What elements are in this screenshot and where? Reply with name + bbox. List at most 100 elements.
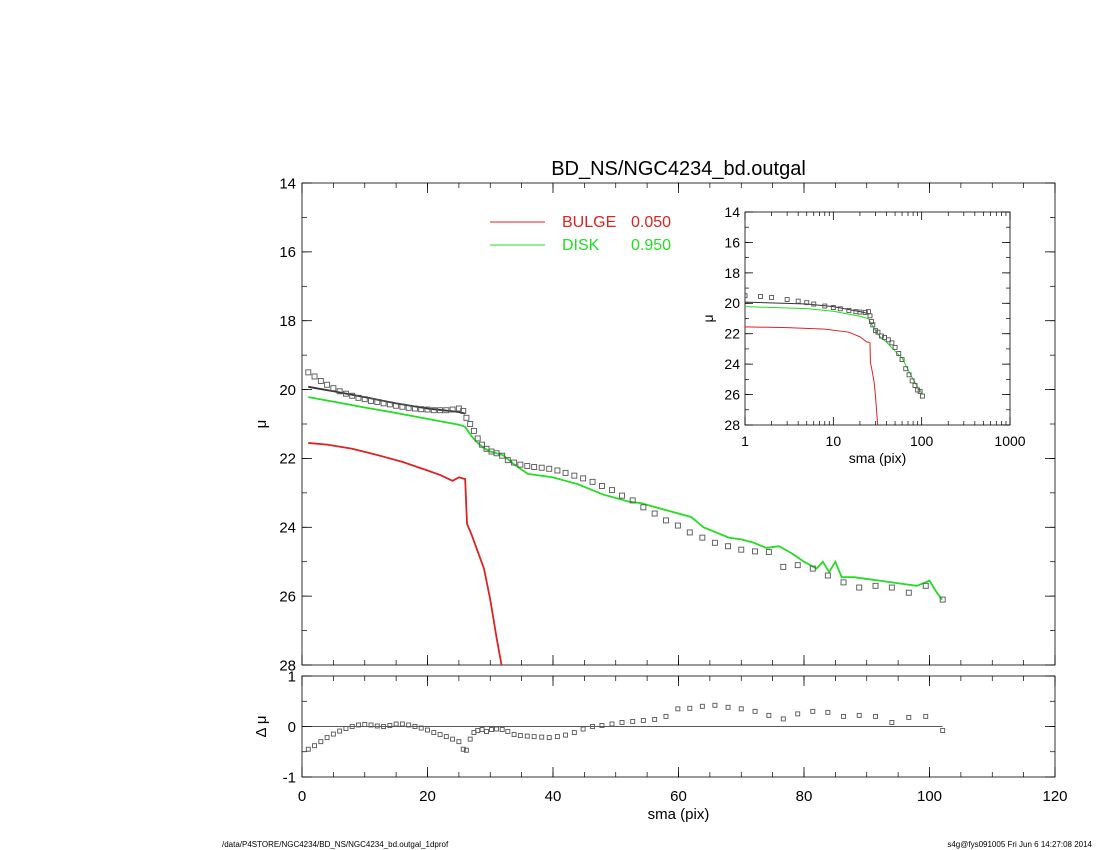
- main-title: BD_NS/NGC4234_bd.outgal: [551, 158, 806, 180]
- main-disk-line: [308, 396, 943, 601]
- main-point: [386, 401, 393, 408]
- residual-point: [712, 702, 718, 708]
- inset-point: [917, 389, 923, 394]
- main-point: [780, 563, 787, 570]
- main-point: [524, 463, 531, 469]
- main-point: [430, 407, 437, 414]
- residual-point: [305, 746, 311, 752]
- footer-path: /data/P4STORE/NGC4234/BD_NS/NGC4234_bd.o…: [222, 840, 449, 849]
- residual-point: [330, 731, 336, 737]
- residual-point: [381, 724, 387, 729]
- residual-point: [484, 729, 489, 734]
- main-point: [460, 407, 467, 414]
- main-point: [752, 548, 759, 555]
- residual-point: [630, 719, 636, 724]
- inset-frame: [744, 211, 1011, 426]
- residual-point: [467, 736, 473, 742]
- main-point: [470, 427, 477, 434]
- main-bulge-line: [308, 442, 503, 665]
- main-point: [589, 478, 596, 485]
- main-point: [405, 404, 412, 411]
- residual-ytick-label: -1: [283, 769, 296, 786]
- main-point: [640, 504, 647, 511]
- residual-point: [479, 727, 485, 732]
- inset-xtick-label: 1: [741, 433, 749, 449]
- main-point: [412, 405, 418, 412]
- inset-xtick-label: 10: [826, 433, 842, 449]
- inset-ytick-label: 18: [724, 265, 740, 281]
- main-point: [629, 497, 636, 504]
- inset-point: [903, 366, 909, 372]
- main-point: [856, 584, 863, 591]
- residual-point: [505, 729, 511, 734]
- residual-point: [362, 722, 368, 727]
- inset-point: [862, 309, 868, 315]
- inset-point: [784, 297, 790, 302]
- main-point: [517, 461, 524, 468]
- inset-point: [870, 322, 876, 328]
- residual-point: [312, 743, 317, 749]
- legend-bulge-value: 0.050: [631, 214, 671, 231]
- main-point: [305, 369, 312, 376]
- main-point: [493, 450, 500, 457]
- main-ytick-label: 26: [279, 588, 296, 605]
- inset-point: [906, 372, 912, 378]
- residual-point: [889, 720, 895, 725]
- residual-point: [318, 739, 324, 745]
- main-ylabel: μ: [253, 420, 270, 429]
- main-point: [711, 539, 718, 546]
- main-point: [317, 378, 324, 384]
- main-point: [888, 584, 895, 591]
- main-ytick-label: 18: [279, 313, 296, 330]
- residual-point: [356, 722, 361, 728]
- main-point: [905, 589, 912, 596]
- main-point: [651, 510, 658, 517]
- residual-point: [599, 723, 605, 728]
- residual-point: [511, 732, 517, 738]
- residual-point: [368, 722, 374, 728]
- main-point: [443, 407, 450, 414]
- main-point: [380, 400, 387, 407]
- residual-point: [425, 727, 430, 733]
- inset-ytick-label: 22: [724, 326, 740, 342]
- residual-xtick-label: 100: [917, 788, 942, 805]
- residual-point: [437, 732, 443, 738]
- residual-point: [795, 711, 801, 717]
- residual-point: [494, 726, 499, 732]
- residual-point: [450, 736, 456, 742]
- footer-stamp: s4g@fys091005 Fri Jun 6 14:27:08 2014: [947, 840, 1092, 849]
- main-frame: [301, 182, 1056, 666]
- main-point: [355, 394, 362, 401]
- residual-point: [856, 712, 862, 718]
- main-point: [324, 381, 331, 388]
- inset-ytick-label: 16: [724, 234, 740, 250]
- main-point: [725, 543, 732, 550]
- inset-ytick-label: 24: [724, 356, 740, 372]
- residual-point: [456, 739, 462, 745]
- residual-point: [463, 747, 469, 753]
- main-point: [809, 565, 816, 572]
- main-point: [699, 534, 706, 541]
- main-point: [374, 399, 381, 405]
- inset-point: [830, 305, 836, 310]
- main-point: [619, 492, 625, 499]
- residual-point: [923, 713, 929, 719]
- residual-point: [324, 735, 330, 741]
- main-point: [538, 464, 545, 471]
- inset-point: [899, 357, 905, 363]
- inset-point: [896, 351, 902, 356]
- main-series-layer: [305, 369, 946, 665]
- residual-point: [349, 724, 355, 729]
- main-point: [674, 522, 681, 529]
- main-point: [368, 397, 374, 404]
- residual-point: [580, 726, 586, 732]
- main-point: [840, 579, 847, 586]
- main-point: [686, 529, 693, 536]
- residual-point: [675, 706, 681, 712]
- main-point: [349, 392, 356, 399]
- inset-point: [758, 293, 764, 299]
- legend-disk-value: 0.950: [631, 237, 671, 254]
- residual-series-layer: [305, 702, 946, 753]
